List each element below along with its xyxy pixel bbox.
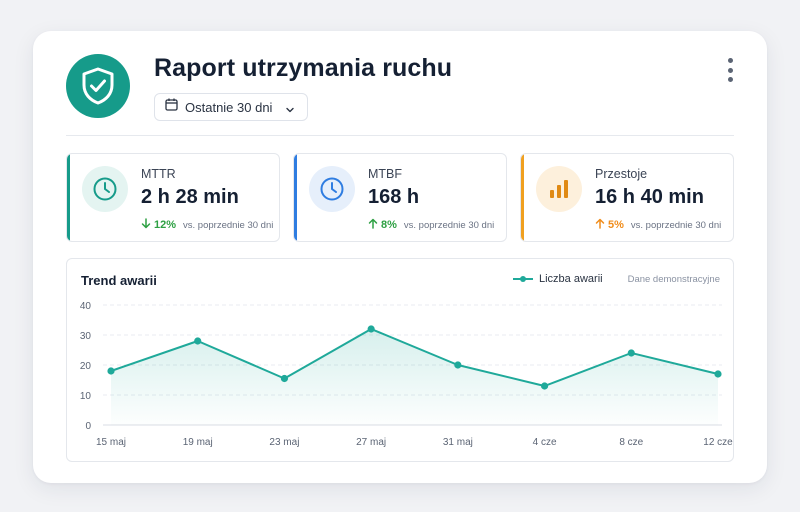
- data-point: [107, 367, 115, 375]
- x-tick-label: 27 maj: [356, 437, 386, 448]
- legend-label: Liczba awarii: [539, 273, 603, 285]
- x-tick-label: 23 maj: [269, 437, 299, 448]
- data-point: [540, 382, 549, 390]
- dot-icon: [727, 58, 733, 63]
- calendar-icon: [165, 98, 178, 116]
- legend-swatch: [513, 274, 533, 284]
- x-tick-label: 4 cze: [533, 437, 557, 448]
- y-tick-label: 20: [80, 361, 92, 372]
- bar-chart-icon: [536, 166, 582, 212]
- data-point: [194, 337, 202, 345]
- data-point: [714, 370, 722, 378]
- kpi-card-mttr: MTTR 2 h 28 min 12% vs. poprzednie 30 dn…: [66, 153, 280, 242]
- arrow-up-icon: [368, 218, 378, 232]
- kpi-delta: 8% vs. poprzednie 30 dni: [368, 218, 494, 232]
- kpi-value: 168 h: [368, 186, 420, 208]
- chart-legend: Liczba awarii: [513, 273, 603, 285]
- chart-title: Trend awarii: [81, 273, 157, 288]
- header-divider: [66, 135, 734, 136]
- kpi-accent-bar: [294, 154, 297, 241]
- series-area: [111, 329, 718, 425]
- kpi-accent-bar: [67, 154, 70, 241]
- data-point: [367, 325, 375, 333]
- kpi-accent-bar: [521, 154, 524, 241]
- data-point: [280, 374, 289, 383]
- kpi-label: MTTR: [141, 167, 176, 181]
- kpi-label: Przestoje: [595, 167, 648, 181]
- chevron-down-icon: [285, 102, 295, 120]
- data-point: [627, 349, 635, 357]
- kpi-compare-text: vs. poprzednie 30 dni: [183, 219, 274, 231]
- arrow-down-icon: [141, 218, 151, 232]
- y-tick-label: 0: [85, 421, 91, 432]
- kpi-delta-value: 8%: [381, 219, 397, 231]
- kpi-value: 2 h 28 min: [141, 186, 239, 208]
- clock-icon: [82, 166, 128, 212]
- date-range-dropdown[interactable]: Ostatnie 30 dni: [154, 93, 308, 121]
- kpi-delta-value: 5%: [608, 219, 624, 231]
- chart-panel: Trend awarii Liczba awarii Dane demonstr…: [66, 258, 734, 462]
- kpi-compare-text: vs. poprzednie 30 dni: [403, 219, 495, 231]
- arrow-up-icon: [595, 218, 605, 232]
- more-options-button[interactable]: [723, 58, 737, 82]
- clock-icon: [309, 166, 355, 212]
- demo-data-note: Dane demonstracyjne: [627, 274, 720, 285]
- data-point: [454, 361, 462, 369]
- y-tick-label: 10: [80, 391, 92, 402]
- x-tick-label: 12 cze: [703, 437, 733, 448]
- x-tick-label: 15 maj: [96, 437, 126, 448]
- kpi-card-mtbf: MTBF 168 h 8% vs. poprzednie 30 dni: [293, 153, 507, 242]
- y-tick-label: 40: [80, 301, 92, 312]
- kpi-value: 16 h 40 min: [595, 186, 704, 208]
- kpi-card-downtime: Przestoje 16 h 40 min 5% vs. poprzednie …: [520, 153, 734, 242]
- kpi-compare-text: vs. poprzednie 30 dni: [630, 219, 722, 231]
- line-chart: 0 10 20 30 40 15 maj 19 maj 23 maj 27 maj 31 maj 4…: [80, 301, 733, 448]
- kpi-delta-value: 12%: [154, 219, 177, 231]
- report-card: Raport utrzymania ruchu Ostatnie 30 dni: [33, 31, 767, 483]
- kpi-delta: 5% vs. poprzednie 30 dni: [595, 218, 721, 232]
- shield-check-icon: [66, 54, 130, 118]
- dot-icon: [727, 77, 733, 82]
- kpi-label: MTBF: [368, 167, 403, 181]
- series-line: [110, 328, 719, 387]
- x-tick-label: 31 maj: [443, 437, 473, 448]
- date-range-label: Ostatnie 30 dni: [185, 99, 273, 115]
- kpi-delta: 12% vs. poprzednie 30 dni: [141, 218, 273, 232]
- x-tick-label: 8 cze: [619, 437, 643, 448]
- y-tick-label: 30: [80, 331, 92, 342]
- x-tick-label: 19 maj: [183, 437, 213, 448]
- dot-icon: [727, 67, 733, 73]
- page-title: Raport utrzymania ruchu: [154, 54, 453, 82]
